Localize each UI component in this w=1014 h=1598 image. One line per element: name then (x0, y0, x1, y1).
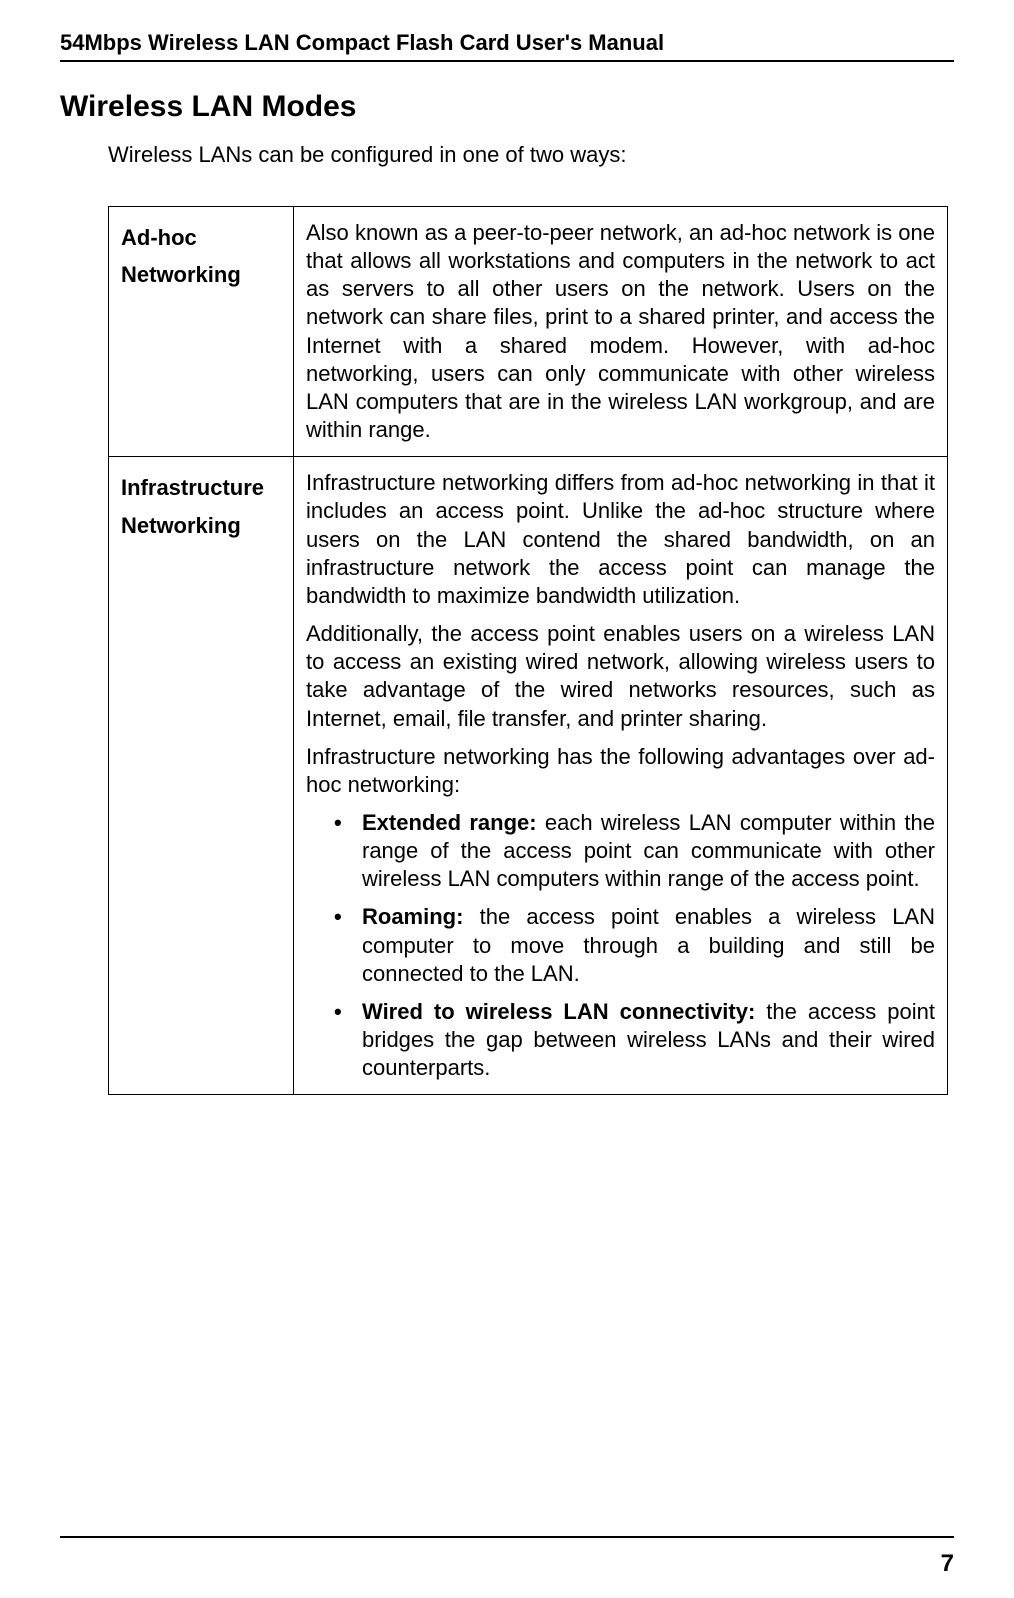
modes-table: Ad-hoc Networking Also known as a peer-t… (108, 206, 948, 1095)
bullet-bold: Extended range: (362, 810, 537, 835)
advantages-list: Extended range: each wireless LAN comput… (306, 809, 935, 1082)
infrastructure-para2: Additionally, the access point enables u… (306, 620, 935, 733)
footer-divider (60, 1536, 954, 1538)
list-item: Roaming: the access point enables a wire… (334, 903, 935, 987)
infrastructure-para3: Infrastructure networking has the follow… (306, 743, 935, 799)
infrastructure-para1: Infrastructure networking differs from a… (306, 469, 935, 610)
list-item: Wired to wireless LAN connectivity: the … (334, 998, 935, 1082)
infrastructure-label-1: Infrastructure (121, 469, 281, 506)
adhoc-description: Also known as a peer-to-peer network, an… (306, 219, 935, 444)
intro-paragraph: Wireless LANs can be configured in one o… (108, 142, 954, 168)
infrastructure-label-2: Networking (121, 507, 281, 544)
manual-title: 54Mbps Wireless LAN Compact Flash Card U… (60, 30, 954, 56)
page-number: 7 (941, 1550, 954, 1578)
adhoc-label-1: Ad-hoc (121, 219, 281, 256)
bullet-bold: Roaming: (362, 904, 463, 929)
infrastructure-label-cell: Infrastructure Networking (109, 457, 294, 1095)
adhoc-label-2: Networking (121, 256, 281, 293)
table-row: Ad-hoc Networking Also known as a peer-t… (109, 207, 948, 457)
adhoc-label-cell: Ad-hoc Networking (109, 207, 294, 457)
adhoc-desc-cell: Also known as a peer-to-peer network, an… (294, 207, 948, 457)
infrastructure-desc-cell: Infrastructure networking differs from a… (294, 457, 948, 1095)
list-item: Extended range: each wireless LAN comput… (334, 809, 935, 893)
section-heading: Wireless LAN Modes (60, 90, 954, 124)
bullet-bold: Wired to wireless LAN connectivity: (362, 999, 755, 1024)
table-row: Infrastructure Networking Infrastructure… (109, 457, 948, 1095)
header-divider (60, 60, 954, 62)
